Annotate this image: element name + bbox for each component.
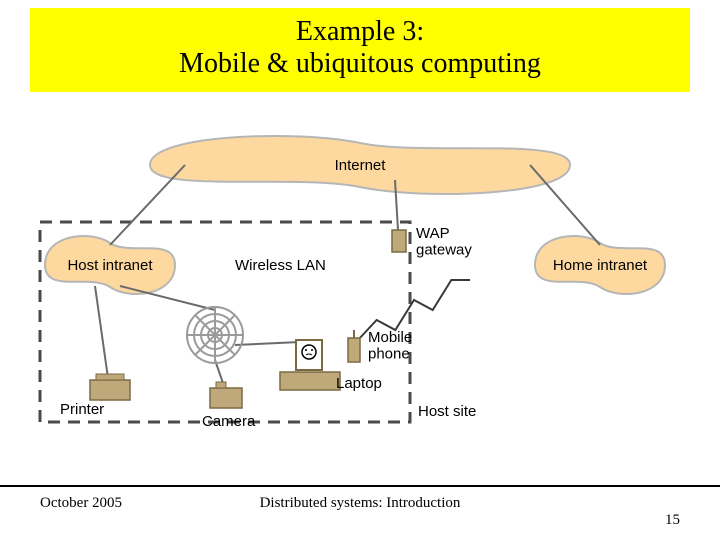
svg-text:WAPgateway: WAPgateway xyxy=(416,225,472,259)
footer-date: October 2005 xyxy=(40,495,122,512)
title-line-2: Mobile & ubiquitous computing xyxy=(30,48,690,80)
svg-text:Wireless LAN: Wireless LAN xyxy=(235,257,326,274)
svg-text:Internet: Internet xyxy=(335,157,387,174)
svg-text:Host site: Host site xyxy=(418,403,476,420)
footer-page: 15 xyxy=(665,512,680,529)
svg-text:Home intranet: Home intranet xyxy=(553,257,648,274)
title-line-1: Example 3: xyxy=(30,16,690,48)
network-diagram: Internet Host intranet Home intranet Wirele… xyxy=(0,110,720,490)
svg-text:Printer: Printer xyxy=(60,401,104,418)
slide-footer: October 2005 Distributed systems: Introd… xyxy=(0,485,720,512)
svg-text:Host intranet: Host intranet xyxy=(67,257,153,274)
svg-text:Mobilephone: Mobilephone xyxy=(368,329,412,363)
svg-text:Camera: Camera xyxy=(202,413,256,430)
svg-text:Laptop: Laptop xyxy=(336,375,382,392)
title-banner: Example 3: Mobile & ubiquitous computing xyxy=(30,8,690,92)
